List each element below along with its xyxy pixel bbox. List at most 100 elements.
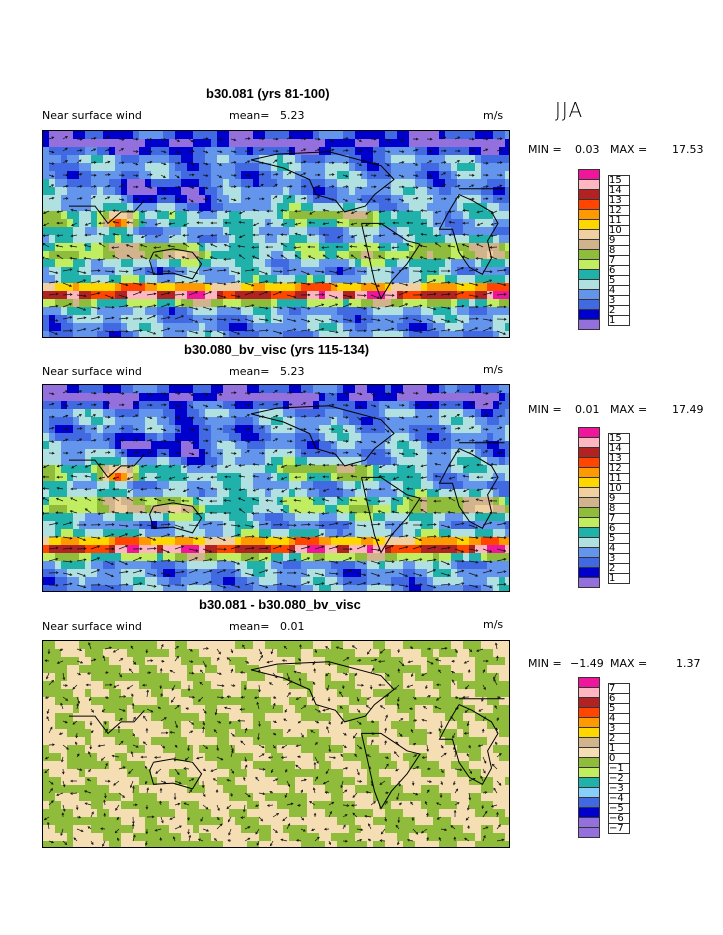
field-cell [445, 465, 452, 474]
field-cell [367, 187, 374, 196]
field-cell [205, 235, 212, 244]
field-cell [73, 163, 80, 172]
wind-vector [210, 210, 218, 213]
wind-vector [377, 245, 386, 249]
field-cell [343, 315, 350, 324]
field-cell [337, 401, 344, 410]
field-cell [439, 409, 446, 418]
wind-vector [160, 416, 167, 419]
field-cell [361, 521, 368, 530]
field-cell [163, 259, 170, 268]
wind-vector [350, 222, 358, 226]
panel-1-variable: Near surface wind [42, 109, 142, 122]
field-cell [241, 299, 248, 308]
field-cell [115, 267, 122, 276]
wind-vector [188, 149, 195, 153]
field-cell [55, 425, 62, 434]
field-cell [481, 307, 488, 316]
field-cell [67, 473, 74, 482]
wind-vector [146, 292, 157, 296]
field-cell [91, 187, 98, 196]
field-cell [193, 457, 200, 466]
field-cell [481, 569, 488, 578]
field-cell [229, 473, 236, 482]
wind-vector [230, 452, 237, 455]
field-cell [181, 489, 188, 498]
field-cell [301, 489, 308, 498]
field-cell [259, 409, 266, 418]
field-cell [163, 409, 170, 418]
field-cell [253, 457, 260, 466]
field-cell [193, 139, 200, 148]
field-cell [73, 505, 80, 514]
wind-vector [398, 138, 405, 142]
field-cell [493, 513, 500, 522]
field-cell [301, 315, 308, 324]
wind-vector [496, 402, 503, 406]
field-cell [43, 195, 50, 204]
field-cell [211, 569, 218, 578]
wind-vector [286, 149, 293, 153]
wind-vector [350, 210, 358, 214]
field-cell [265, 449, 272, 458]
field-cell [457, 283, 464, 292]
field-cell [91, 481, 98, 490]
wind-vector [293, 246, 302, 249]
field-cell [241, 139, 248, 148]
field-cell [343, 283, 350, 292]
wind-vector [454, 450, 461, 454]
wind-vector [384, 186, 391, 190]
field-cell [193, 409, 200, 418]
field-cell [343, 529, 350, 538]
field-cell [505, 187, 509, 196]
field-cell [217, 577, 224, 586]
wind-vector [440, 136, 447, 140]
field-cell [181, 433, 188, 442]
wind-vector [328, 198, 335, 201]
field-cell [343, 513, 350, 522]
wind-vector [48, 270, 59, 275]
field-cell [337, 315, 344, 324]
field-cell [115, 585, 122, 591]
field-cell [151, 171, 158, 180]
field-cell [499, 433, 506, 442]
field-cell [313, 219, 320, 228]
field-cell [415, 179, 422, 188]
field-cell [199, 409, 206, 418]
field-cell [145, 155, 152, 164]
field-cell [241, 401, 248, 410]
field-cell [463, 235, 470, 244]
field-cell [205, 425, 212, 434]
field-cell [439, 243, 446, 252]
field-cell [325, 481, 332, 490]
field-cell [259, 441, 266, 450]
field-cell [337, 529, 344, 538]
wind-vector [314, 281, 325, 284]
field-cell [295, 163, 302, 172]
wind-vector [420, 222, 428, 226]
wind-vector [286, 294, 297, 299]
wind-vector [146, 137, 153, 141]
field-cell [133, 393, 140, 402]
field-cell [229, 235, 236, 244]
field-cell [295, 251, 302, 260]
field-cell [277, 195, 284, 204]
field-cell [415, 163, 422, 172]
field-cell [247, 441, 254, 450]
field-cell [67, 171, 74, 180]
field-cell [163, 401, 170, 410]
field-cell [85, 235, 92, 244]
field-cell [115, 315, 122, 324]
field-cell [493, 489, 500, 498]
field-cell [139, 307, 146, 316]
field-cell [487, 537, 494, 546]
field-cell [403, 211, 410, 220]
field-cell [277, 465, 284, 474]
field-cell [403, 401, 410, 410]
field-cell [403, 417, 410, 426]
field-cell [97, 267, 104, 276]
field-cell [223, 259, 230, 268]
field-cell [319, 465, 326, 474]
field-cell [289, 171, 296, 180]
wind-vector [202, 282, 213, 286]
